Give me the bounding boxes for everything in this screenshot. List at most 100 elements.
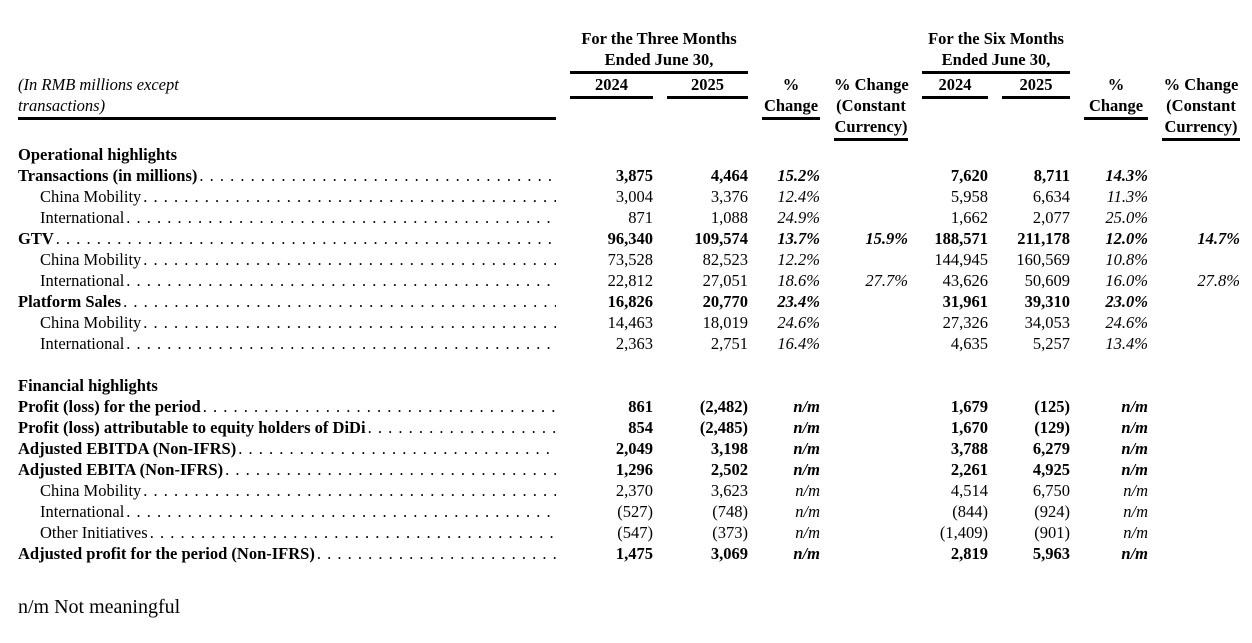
dot-leader: [124, 501, 556, 522]
cell-3m-pct-change: n/m: [793, 439, 820, 458]
table-body: Operational highlights Transactions (in …: [18, 144, 1240, 564]
dot-leader: [141, 480, 556, 501]
row-label-cell: Transactions (in millions): [18, 165, 556, 186]
cc-header-line2: (Constant: [1166, 96, 1236, 115]
cell-3m-2025: 3,623: [710, 481, 748, 500]
cell-3m-2025: 3,376: [710, 187, 748, 206]
col-header-3m-pct-change: % Change: [748, 74, 820, 144]
cell-3m-2024: 22,812: [607, 271, 653, 290]
cell-3m-2025: (2,482): [699, 397, 748, 416]
cell-6m-pct-change: 25.0%: [1105, 208, 1149, 227]
cell-3m-pct-change: 24.6%: [777, 313, 820, 332]
cell-3m-pct-change-cc: [820, 375, 908, 396]
row-label-cell: China Mobility: [18, 312, 556, 333]
row-label-text: China Mobility: [40, 250, 142, 269]
row-label-text: Financial highlights: [18, 376, 158, 395]
cell-6m-2025: 6,634: [1032, 187, 1071, 206]
pct-header-line2: Change: [763, 96, 819, 115]
cell-6m-pct-change: 23.0%: [1105, 292, 1149, 311]
row-label-text: Platform Sales: [18, 292, 122, 311]
cell-6m-pct-change: 24.6%: [1105, 313, 1149, 332]
dot-leader: [124, 333, 556, 354]
row-label-cell: Adjusted EBITA (Non-IFRS): [18, 459, 556, 480]
three-months-group-header: For the Three Months Ended June 30,: [556, 28, 748, 74]
cc-header-line3: Currency): [1164, 117, 1238, 136]
cell-6m-pct-change-cc: [1148, 249, 1240, 270]
cell-6m-pct-change: 13.4%: [1105, 334, 1149, 353]
cell-6m-pct-change: n/m: [1123, 481, 1149, 500]
col-header-6m-pct-change: % Change: [1070, 74, 1149, 144]
cell-3m-pct-change-cc: [820, 186, 908, 207]
cell-6m-pct-change-cc: 14.7%: [1197, 229, 1241, 248]
table-row: Adjusted profit for the period (Non-IFRS…: [18, 543, 1240, 564]
cell-3m-2024: (527): [617, 502, 653, 521]
cell-6m-pct-change-cc: [1148, 291, 1240, 312]
cell-3m-2025: 82,523: [702, 250, 748, 269]
cell-3m-pct-change-cc: [820, 543, 908, 564]
group-row-gap: [748, 28, 820, 74]
table-row: Adjusted EBITDA (Non-IFRS) 2,049 3,198 n…: [18, 438, 1240, 459]
cell-6m-pct-change-cc: [1148, 144, 1240, 165]
row-label-text: International: [40, 208, 125, 227]
dot-leader: [366, 417, 556, 438]
row-label-cell: Other Initiatives: [18, 522, 556, 543]
dot-leader: [141, 312, 556, 333]
cell-6m-pct-change: n/m: [1123, 523, 1149, 542]
row-label-cell: Operational highlights: [18, 144, 556, 165]
six-months-title-line2: Ended June 30,: [941, 50, 1051, 69]
row-label-text: Adjusted EBITDA (Non-IFRS): [18, 439, 237, 458]
cell-3m-pct-change-cc: 15.9%: [865, 229, 908, 248]
period-group-header-row: For the Three Months Ended June 30, For …: [18, 28, 1240, 74]
cell-6m-2024: 43,626: [942, 271, 988, 290]
spacer-cell: [18, 354, 1240, 375]
row-label-cell: Profit (loss) for the period: [18, 396, 556, 417]
cell-6m-pct-change: n/m: [1123, 502, 1149, 521]
cell-3m-2025: 20,770: [702, 292, 748, 311]
cell-3m-2024: 14,463: [607, 313, 653, 332]
cell-6m-2025: [988, 375, 1070, 396]
cell-3m-2024: 3,004: [615, 187, 653, 206]
row-label-text: Operational highlights: [18, 145, 178, 164]
cell-3m-2024: 861: [628, 397, 653, 416]
row-label-text: International: [40, 502, 125, 521]
cell-6m-pct-change: 10.8%: [1105, 250, 1149, 269]
row-label-text: Transactions (in millions): [18, 166, 198, 185]
cell-6m-2025: 39,310: [1024, 292, 1071, 311]
cell-3m-2025: 2,751: [710, 334, 748, 353]
dot-leader: [201, 396, 556, 417]
cell-3m-2024: 2,370: [615, 481, 653, 500]
table-row: Adjusted EBITA (Non-IFRS) 1,296 2,502 n/…: [18, 459, 1240, 480]
cell-3m-pct-change: n/m: [793, 418, 820, 437]
row-label-cell: Financial highlights: [18, 375, 556, 396]
cell-6m-pct-change: [1070, 375, 1148, 396]
cell-6m-2024: 4,635: [950, 334, 988, 353]
dot-leader: [141, 186, 556, 207]
cc-header-line2: (Constant: [836, 96, 906, 115]
cell-6m-2025: [988, 144, 1070, 165]
column-header-row: (In RMB millions except transactions) 20…: [18, 74, 1241, 144]
cell-3m-pct-change: 12.2%: [777, 250, 820, 269]
table-row: China Mobility 2,370 3,623 n/m 4,514 6,7…: [18, 480, 1240, 501]
cell-3m-2024: 3,875: [615, 166, 653, 185]
spacer-row: [18, 354, 1240, 375]
cell-3m-2024: [556, 375, 653, 396]
cell-6m-2024: [908, 144, 988, 165]
cell-6m-pct-change-cc: [1148, 480, 1240, 501]
cell-6m-2024: 1,670: [950, 418, 988, 437]
col-header-6m-2025: 2025: [988, 74, 1071, 144]
row-label-text: China Mobility: [40, 187, 142, 206]
dot-leader: [121, 291, 556, 312]
row-label-cell: International: [18, 207, 556, 228]
rmb-note-line2: transactions): [18, 96, 106, 115]
cell-6m-pct-change-cc: [1148, 438, 1240, 459]
cell-6m-pct-change-cc: [1148, 186, 1240, 207]
row-label-text: Profit (loss) attributable to equity hol…: [18, 418, 366, 437]
cell-6m-pct-change: n/m: [1121, 418, 1149, 437]
cell-3m-pct-change-cc: [820, 522, 908, 543]
cell-6m-2024: 1,662: [950, 208, 988, 227]
cell-3m-pct-change: n/m: [793, 397, 820, 416]
row-label-cell: China Mobility: [18, 480, 556, 501]
dot-leader: [223, 459, 556, 480]
rmb-note-line1: (In RMB millions except: [18, 75, 179, 94]
dot-leader: [141, 249, 556, 270]
